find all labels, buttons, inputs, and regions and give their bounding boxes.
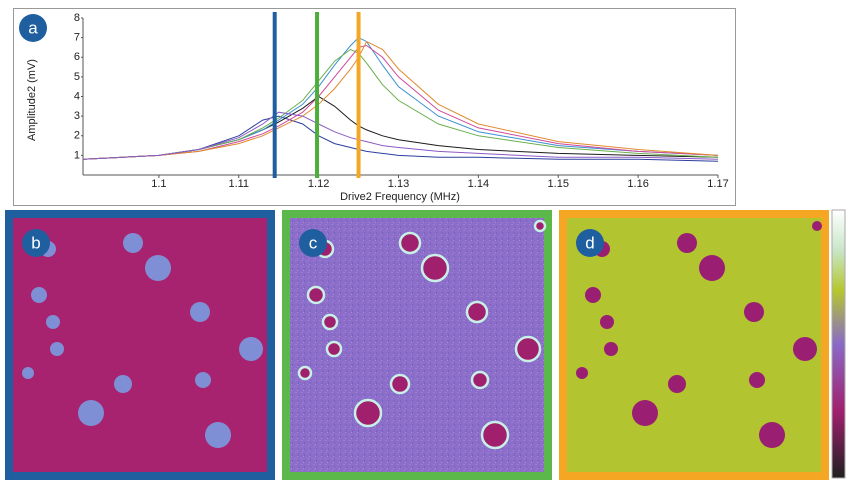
y-tick-label: 1 xyxy=(74,149,80,161)
particle xyxy=(46,315,60,329)
particle xyxy=(50,342,64,356)
particle xyxy=(514,335,542,363)
y-tick-label: 8 xyxy=(74,12,80,24)
panel-badge xyxy=(22,229,50,257)
y-tick-label: 3 xyxy=(74,110,80,122)
x-tick-label: 1.16 xyxy=(627,178,648,190)
y-axis-label: Amplitude2 (mV) xyxy=(26,59,38,141)
particle xyxy=(321,313,339,331)
particle xyxy=(470,370,490,390)
x-tick-label: 1.13 xyxy=(388,178,409,190)
curve xyxy=(82,48,719,160)
y-tick-label: 6 xyxy=(74,51,80,63)
particle xyxy=(306,285,326,305)
particle xyxy=(744,302,764,322)
particle xyxy=(677,233,697,253)
particle xyxy=(668,375,686,393)
y-tick-label: 7 xyxy=(74,32,80,44)
panel-label: d xyxy=(585,233,594,252)
particle xyxy=(145,255,171,281)
particle xyxy=(389,373,411,395)
particle xyxy=(123,233,143,253)
panel-badge xyxy=(19,14,47,42)
curve xyxy=(82,115,719,162)
particle xyxy=(420,253,450,283)
panel-label: b xyxy=(31,233,40,252)
particle xyxy=(205,422,231,448)
particle xyxy=(297,365,313,381)
panels: b c d xyxy=(5,210,829,480)
particle xyxy=(604,342,618,356)
particle xyxy=(759,422,785,448)
x-tick-label: 1.12 xyxy=(308,178,329,190)
particle xyxy=(600,315,614,329)
colorbar xyxy=(831,209,846,479)
x-tick-label: 1.17 xyxy=(707,178,728,190)
particle xyxy=(812,221,822,231)
curve xyxy=(82,40,719,160)
y-tick-label: 2 xyxy=(74,130,80,142)
curve xyxy=(82,111,719,160)
particle xyxy=(533,219,547,233)
particle xyxy=(699,255,725,281)
particle xyxy=(398,231,422,255)
x-tick-label: 1.15 xyxy=(548,178,569,190)
y-tick-label: 5 xyxy=(74,71,80,83)
particle xyxy=(31,287,47,303)
particle xyxy=(114,375,132,393)
particle xyxy=(195,372,211,388)
particle xyxy=(585,287,601,303)
particle xyxy=(22,367,34,379)
x-tick-label: 1.1 xyxy=(151,178,166,190)
x-axis-label: Drive2 Frequency (MHz) xyxy=(340,191,460,203)
x-tick-label: 1.11 xyxy=(228,178,249,190)
panel-badge xyxy=(299,229,327,257)
particle xyxy=(576,367,588,379)
particle xyxy=(353,398,383,428)
particle xyxy=(325,340,343,358)
x-tick-label: 1.14 xyxy=(468,178,489,190)
particle xyxy=(480,420,510,450)
particle xyxy=(190,302,210,322)
panel-badge xyxy=(576,229,604,257)
plot: 1 2 3 4 5 6 7 8 1.1 1.11 1.12 1.13 1.14 1.15 1.16 1.17 xyxy=(74,12,729,190)
panel-label: c xyxy=(309,233,318,252)
particle xyxy=(749,372,765,388)
panel-label: a xyxy=(28,18,38,37)
chart-frame xyxy=(13,8,736,206)
curve xyxy=(82,44,719,160)
particle xyxy=(793,337,817,361)
particle xyxy=(632,400,658,426)
particle xyxy=(239,337,263,361)
particle xyxy=(78,400,104,426)
y-tick-label: 4 xyxy=(74,90,80,102)
particle xyxy=(465,300,489,324)
